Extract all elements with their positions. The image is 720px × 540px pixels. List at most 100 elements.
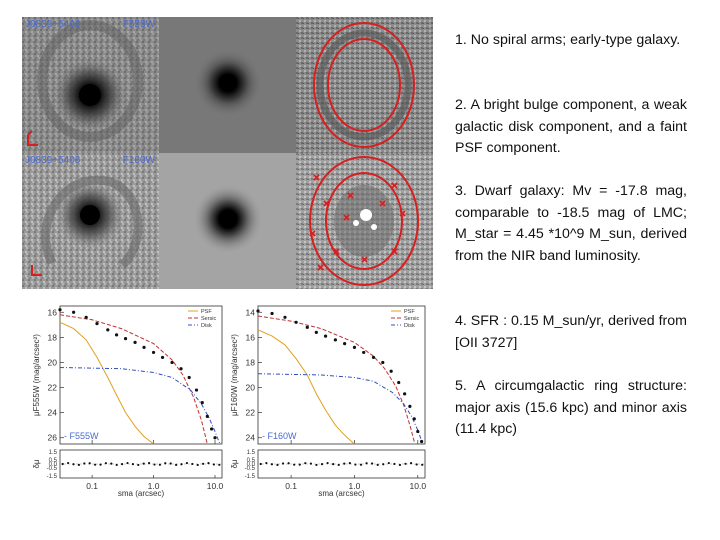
image-f555w-observed: J0839+5406 F555W xyxy=(22,17,159,153)
residual-point xyxy=(180,463,183,466)
data-point xyxy=(200,401,204,405)
residual-point xyxy=(67,461,70,465)
residual-point xyxy=(293,463,296,466)
y-tick-label: 20 xyxy=(48,357,58,367)
data-point xyxy=(371,355,376,360)
residual-point xyxy=(276,463,279,466)
data-point xyxy=(403,392,407,396)
residual-point xyxy=(153,463,156,466)
residual-point xyxy=(270,463,274,466)
data-point xyxy=(84,315,88,319)
residual-point xyxy=(121,463,124,466)
residual-point xyxy=(202,462,205,465)
data-point xyxy=(213,436,217,440)
data-point xyxy=(294,320,298,324)
point-5: 5. A circumgalactic ring structure: majo… xyxy=(455,378,687,438)
profile-chart-f555w: 16 18 20 22 24 26 0.1 1.0 10.0 -1.5 -0.50.00.5 1.5 s… xyxy=(32,305,224,498)
image-f555w-model xyxy=(159,17,296,153)
residual-point xyxy=(175,463,178,466)
data-point xyxy=(389,369,393,373)
y-tick-label: 26 xyxy=(48,433,58,443)
residual-image xyxy=(296,17,433,153)
residual-point xyxy=(196,463,199,467)
residual-point xyxy=(382,463,385,466)
series-line-disk xyxy=(257,373,424,445)
data-point xyxy=(416,429,420,434)
residual-point xyxy=(218,463,221,466)
data-point xyxy=(95,321,99,326)
residual-point xyxy=(148,462,151,465)
residual-point xyxy=(354,463,357,466)
residual-point xyxy=(104,462,107,465)
profile-plot-f160w: 14 16 18 20 22 24 0.1 1.0 10.0 -1.5 -0.5 0.0 0.5 1.5 s… xyxy=(228,298,433,498)
ring-inner xyxy=(325,172,403,270)
residual-point xyxy=(88,462,91,465)
legend-label: PSF xyxy=(404,309,415,315)
residual-tick-label: -0.5 xyxy=(47,466,58,472)
series-line-sersic xyxy=(59,314,208,445)
residual-point xyxy=(315,463,318,467)
filter-label: F160W xyxy=(122,155,155,166)
legend-label: Disk xyxy=(404,323,415,329)
point-1: 1. No spiral arms; early-type galaxy. xyxy=(455,32,681,48)
data-point xyxy=(323,334,328,338)
x-axis-label: sma (arcsec) xyxy=(318,489,365,498)
galaxy-f555w-image xyxy=(22,17,159,153)
residual-point xyxy=(337,463,340,467)
data-point xyxy=(179,367,183,371)
filter-label: - F160W xyxy=(262,431,297,441)
data-point xyxy=(420,439,424,444)
residual-point xyxy=(131,463,134,466)
residual-axis-label: δμ xyxy=(230,459,239,468)
image-f160w-observed: J0839+5406 F160W xyxy=(22,153,159,289)
x-tick-label: 0.1 xyxy=(285,481,297,491)
y-tick-label: 22 xyxy=(48,383,58,393)
data-point xyxy=(133,340,137,344)
residual-point xyxy=(61,462,64,466)
data-point xyxy=(352,345,357,349)
residual-point xyxy=(265,461,268,465)
y-tick-label: 18 xyxy=(246,357,256,367)
point-3: 3. Dwarf galaxy: Mv = -17.8 mag, compara… xyxy=(455,183,687,264)
image-f160w-model xyxy=(159,153,296,289)
galaxy-model-image xyxy=(159,153,296,289)
residual-point xyxy=(398,463,402,467)
x-tick-label: 1.0 xyxy=(349,481,361,491)
data-point xyxy=(160,355,165,360)
residual-point xyxy=(298,463,301,466)
data-point xyxy=(343,342,347,346)
target-label: J0839+5406 xyxy=(25,155,81,166)
y-axis-label: μF160W (mag/arcsec²) xyxy=(230,334,239,416)
residual-tick-label: 1.5 xyxy=(49,450,58,456)
legend-label: Sersic xyxy=(404,316,420,322)
masked-source-markers xyxy=(309,174,406,271)
residual-point xyxy=(409,461,413,465)
data-point xyxy=(314,330,318,334)
image-f160w-residual xyxy=(296,153,433,289)
residual-point xyxy=(415,463,418,466)
legend-label: Disk xyxy=(201,323,212,329)
residual-point xyxy=(371,462,374,465)
residual-point xyxy=(142,462,145,465)
y-tick-label: 24 xyxy=(246,433,256,443)
residual-point xyxy=(326,461,329,465)
residual-point xyxy=(72,463,75,466)
residual-point xyxy=(343,462,346,465)
galaxy-model-image xyxy=(159,17,296,153)
residual-point xyxy=(115,463,118,467)
data-point xyxy=(270,311,274,316)
residual-point xyxy=(164,462,167,465)
legend-label: Sersic xyxy=(201,316,217,322)
residual-point xyxy=(393,462,396,466)
ring-outer xyxy=(313,22,415,148)
data-point xyxy=(209,427,214,431)
residual-point xyxy=(332,463,335,466)
data-point xyxy=(283,315,287,319)
residual-point xyxy=(83,462,86,465)
data-point xyxy=(106,328,110,332)
residual-point xyxy=(320,463,324,466)
point-4: 4. SFR : 0.15 M_sun/yr, derived from [OI… xyxy=(455,313,687,351)
legend-label: PSF xyxy=(201,309,212,315)
y-tick-label: 14 xyxy=(246,307,256,317)
residual-point xyxy=(94,463,97,466)
